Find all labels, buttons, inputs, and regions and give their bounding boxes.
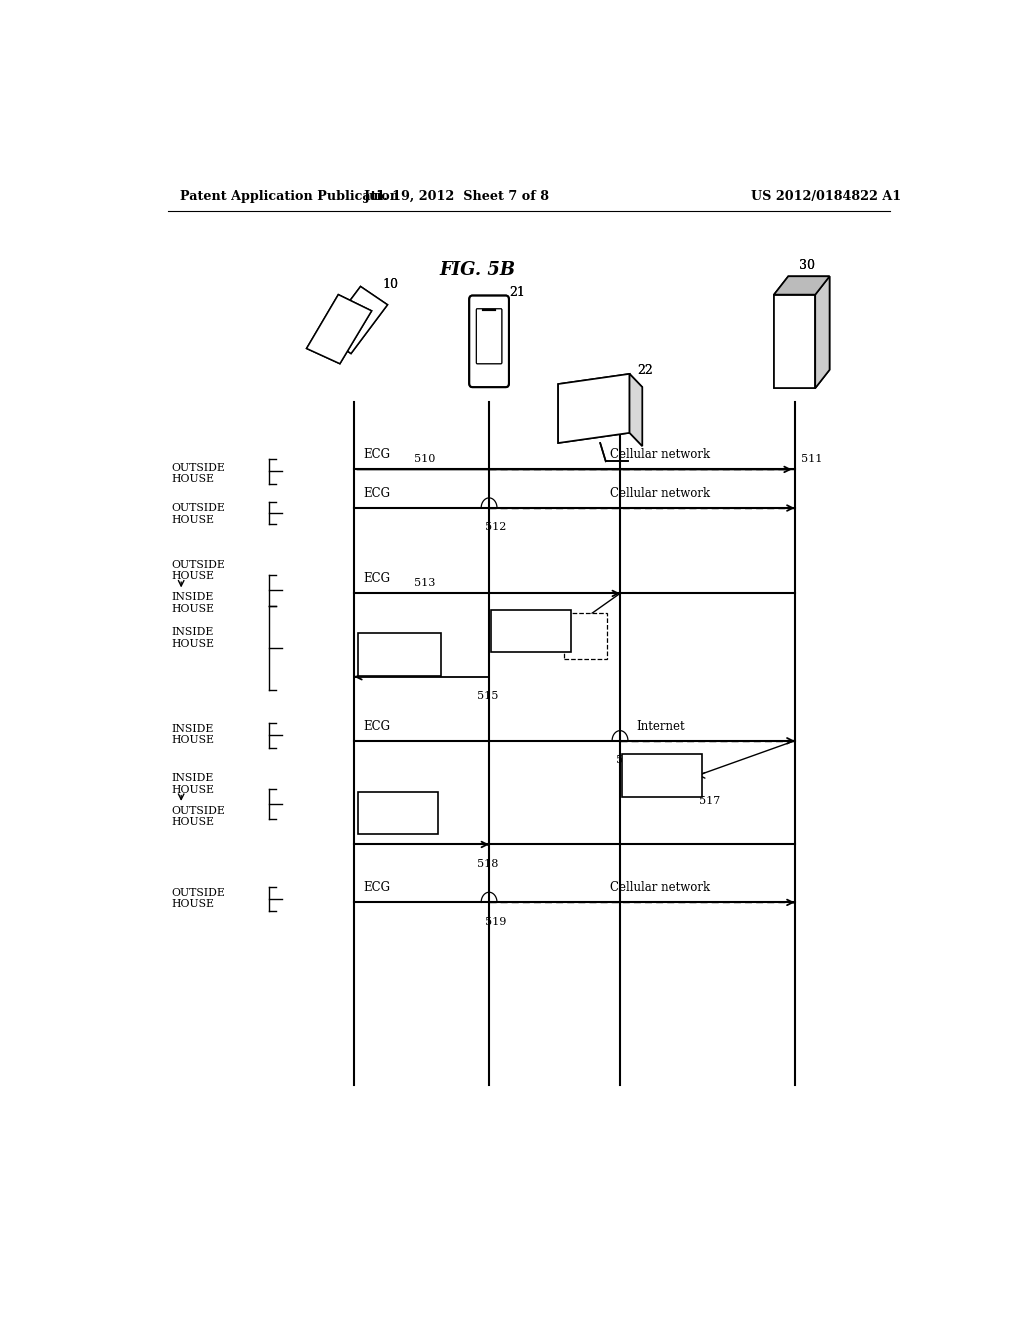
Text: OUTSIDE
HOUSE: OUTSIDE HOUSE [172, 503, 225, 525]
Text: 30: 30 [799, 259, 815, 272]
Polygon shape [324, 286, 387, 354]
Text: 22: 22 [638, 364, 653, 378]
Text: 510: 510 [414, 454, 435, 465]
Polygon shape [306, 294, 372, 364]
Polygon shape [558, 374, 630, 444]
Text: 514: 514 [568, 651, 590, 661]
Text: 10: 10 [382, 277, 398, 290]
Text: 518: 518 [477, 859, 499, 869]
Text: 22: 22 [638, 364, 653, 378]
Text: Internet: Internet [636, 719, 684, 733]
Text: OUTSIDE
HOUSE: OUTSIDE HOUSE [172, 463, 225, 484]
FancyBboxPatch shape [774, 294, 815, 388]
Text: US 2012/0184822 A1: US 2012/0184822 A1 [752, 190, 901, 202]
Text: Deactivate: Deactivate [368, 648, 432, 661]
Text: INSIDE
HOUSE: INSIDE HOUSE [172, 593, 215, 614]
Text: Eval. 2: Eval. 2 [642, 768, 683, 781]
Text: 21: 21 [509, 285, 525, 298]
FancyBboxPatch shape [469, 296, 509, 387]
Text: OUTSIDE
HOUSE: OUTSIDE HOUSE [172, 560, 225, 582]
Text: ECG: ECG [364, 487, 391, 500]
FancyBboxPatch shape [469, 296, 509, 387]
Text: 300: 300 [542, 631, 563, 642]
Text: 30: 30 [799, 259, 815, 272]
FancyBboxPatch shape [492, 610, 570, 652]
Text: Cellular network: Cellular network [610, 882, 711, 894]
Text: Cellular network: Cellular network [610, 487, 711, 500]
Text: INSIDE
HOUSE: INSIDE HOUSE [172, 774, 215, 795]
Text: 517: 517 [699, 796, 721, 805]
Polygon shape [630, 374, 642, 446]
Text: 21: 21 [509, 285, 525, 298]
FancyBboxPatch shape [623, 754, 701, 797]
Polygon shape [630, 374, 642, 446]
Text: 515: 515 [477, 690, 499, 701]
Text: 513: 513 [414, 578, 435, 589]
Text: Cellular network: Cellular network [610, 449, 711, 461]
Text: ECG: ECG [364, 882, 391, 894]
Polygon shape [306, 294, 372, 364]
Text: Jul. 19, 2012  Sheet 7 of 8: Jul. 19, 2012 Sheet 7 of 8 [365, 190, 550, 202]
Text: 516: 516 [616, 755, 637, 766]
Text: Patent Application Publication: Patent Application Publication [179, 190, 398, 202]
FancyBboxPatch shape [563, 612, 606, 660]
Text: FIG. 5B: FIG. 5B [439, 261, 515, 280]
FancyBboxPatch shape [358, 792, 437, 834]
Text: INSIDE
HOUSE: INSIDE HOUSE [172, 627, 215, 649]
Text: ECG: ECG [364, 573, 391, 585]
Text: Wake-up: Wake-up [372, 807, 424, 820]
FancyBboxPatch shape [476, 309, 502, 364]
Polygon shape [774, 276, 829, 294]
Text: Eval. 1: Eval. 1 [511, 624, 552, 638]
Text: ECG: ECG [364, 719, 391, 733]
Polygon shape [558, 374, 630, 444]
Text: 512: 512 [485, 523, 507, 532]
Polygon shape [815, 276, 829, 388]
Text: OUTSIDE
HOUSE: OUTSIDE HOUSE [172, 805, 225, 828]
Text: 511: 511 [801, 454, 822, 465]
Text: 10: 10 [382, 277, 398, 290]
Text: INSIDE
HOUSE: INSIDE HOUSE [172, 723, 215, 746]
FancyBboxPatch shape [358, 634, 441, 676]
Polygon shape [815, 276, 829, 388]
FancyBboxPatch shape [774, 294, 815, 388]
Polygon shape [324, 286, 387, 354]
FancyBboxPatch shape [476, 309, 502, 364]
Text: OUTSIDE
HOUSE: OUTSIDE HOUSE [172, 887, 225, 909]
Text: 519: 519 [485, 916, 507, 927]
Text: ECG: ECG [364, 449, 391, 461]
Polygon shape [774, 276, 829, 294]
